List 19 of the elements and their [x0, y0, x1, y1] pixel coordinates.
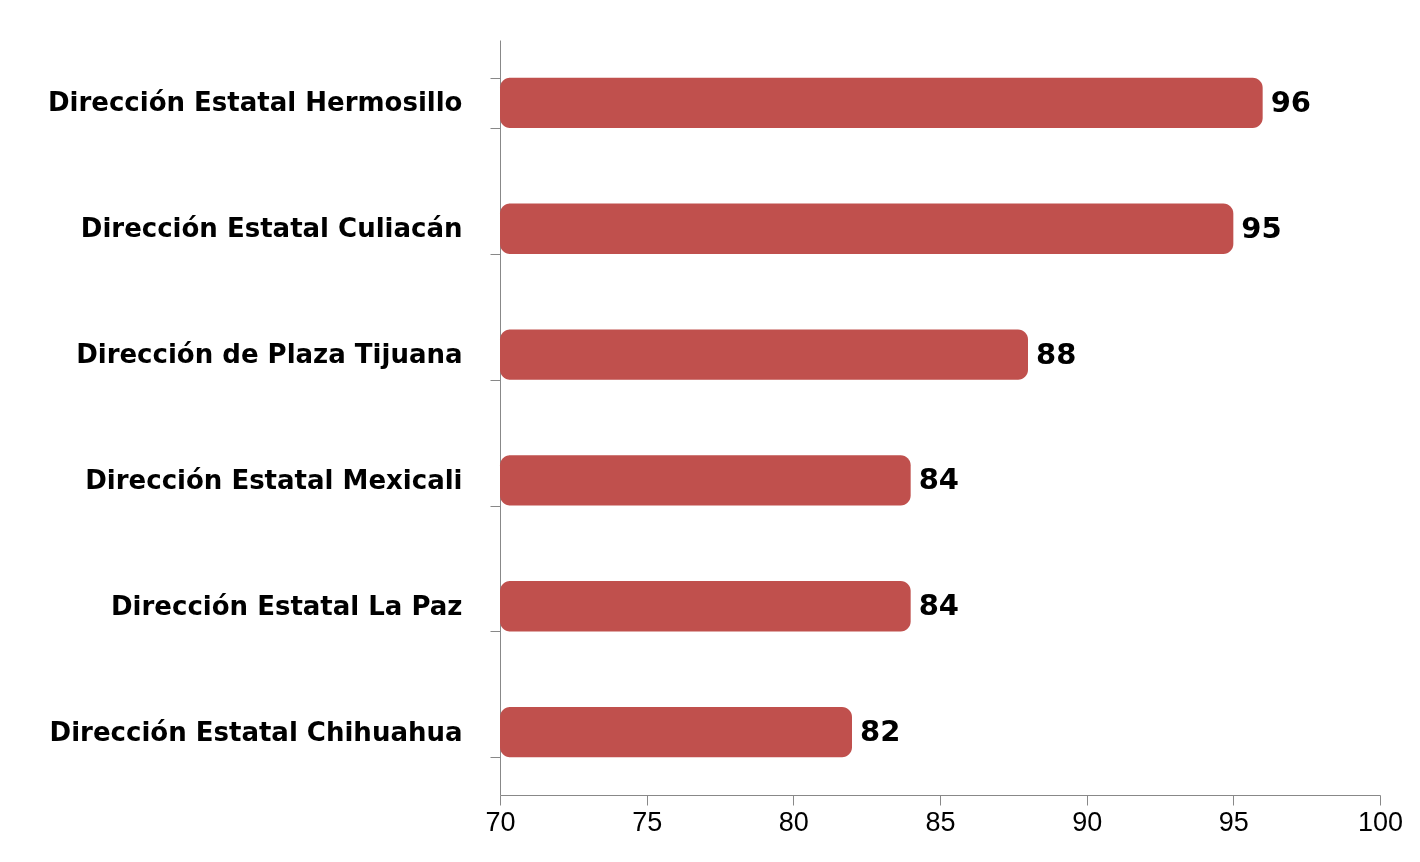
y-tick-label: Dirección Estatal Chihuahua: [49, 716, 463, 747]
y-tick-label: Dirección de Plaza Tijuana: [76, 339, 463, 370]
y-tick-label: Dirección Estatal Hermosillo: [47, 87, 463, 118]
y-tick-label: Dirección Estatal La Paz: [111, 590, 463, 621]
data-label: 95: [1241, 210, 1282, 245]
data-label: 96: [1270, 84, 1312, 119]
x-tick-label: 75: [632, 806, 663, 837]
x-tick-label: 90: [1072, 806, 1103, 837]
data-label: 84: [918, 588, 960, 623]
x-tick-label: 80: [778, 806, 809, 837]
data-label: 84: [918, 462, 960, 497]
data-label: 88: [1036, 336, 1077, 371]
x-tick-label: 95: [1218, 806, 1249, 837]
x-tick-label: 100: [1357, 806, 1404, 837]
data-label: 82: [860, 714, 901, 749]
x-tick-label: 70: [485, 806, 516, 837]
y-tick-label: Dirección Estatal Mexicali: [85, 464, 463, 495]
x-tick-label: 85: [925, 806, 956, 837]
y-tick-label: Dirección Estatal Culiacán: [80, 213, 463, 244]
